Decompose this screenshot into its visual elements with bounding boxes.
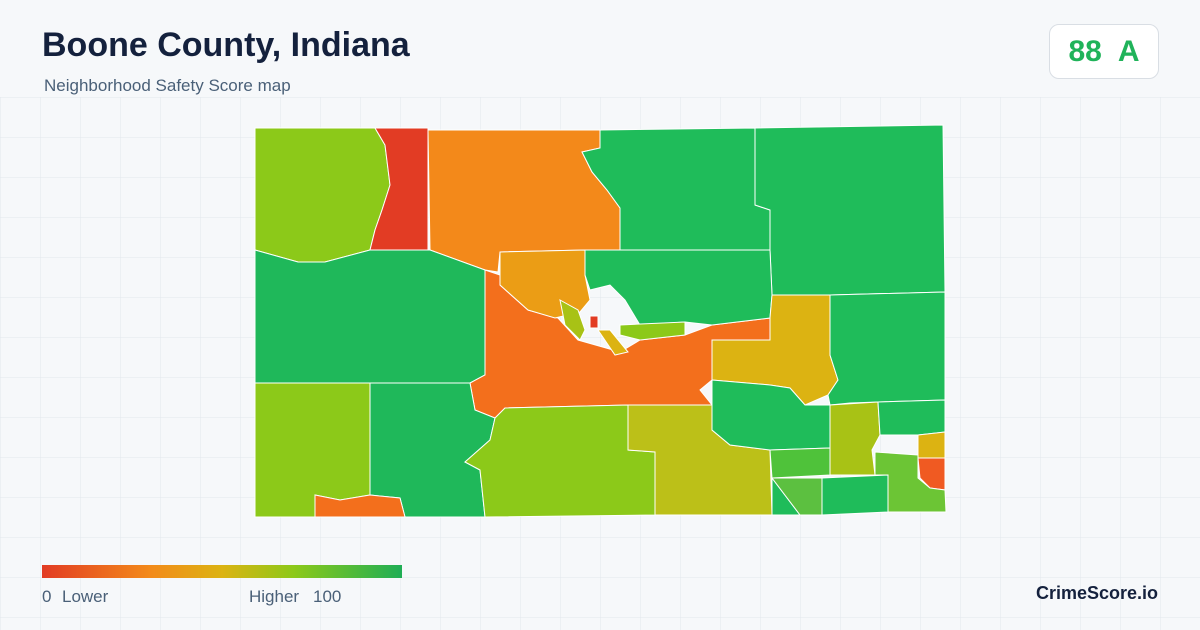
legend-min-label: Lower	[62, 587, 109, 606]
region	[254, 127, 391, 263]
region	[827, 291, 946, 406]
region	[874, 451, 947, 513]
score-badge: 88 A	[1049, 24, 1159, 79]
map	[254, 124, 947, 518]
legend-gradient	[42, 565, 402, 578]
region	[619, 321, 686, 341]
title: Boone County, Indiana	[42, 26, 410, 64]
subtitle: Neighborhood Safety Score map	[44, 76, 291, 95]
region	[597, 329, 629, 356]
region	[254, 382, 371, 518]
region	[829, 401, 881, 476]
score-value: 88	[1068, 34, 1102, 68]
region	[589, 315, 599, 329]
brand: CrimeScore.io	[1036, 583, 1159, 603]
legend-max-label: Higher	[249, 587, 300, 606]
region	[314, 494, 406, 518]
region	[821, 474, 889, 516]
region	[917, 431, 946, 459]
region	[254, 249, 486, 384]
score-grade: A	[1117, 34, 1140, 68]
region	[559, 299, 586, 341]
legend-min: 0	[42, 587, 52, 606]
legend-max: 100	[313, 587, 342, 606]
region	[769, 447, 831, 479]
region	[877, 399, 946, 436]
region	[754, 124, 946, 296]
region	[369, 127, 429, 251]
